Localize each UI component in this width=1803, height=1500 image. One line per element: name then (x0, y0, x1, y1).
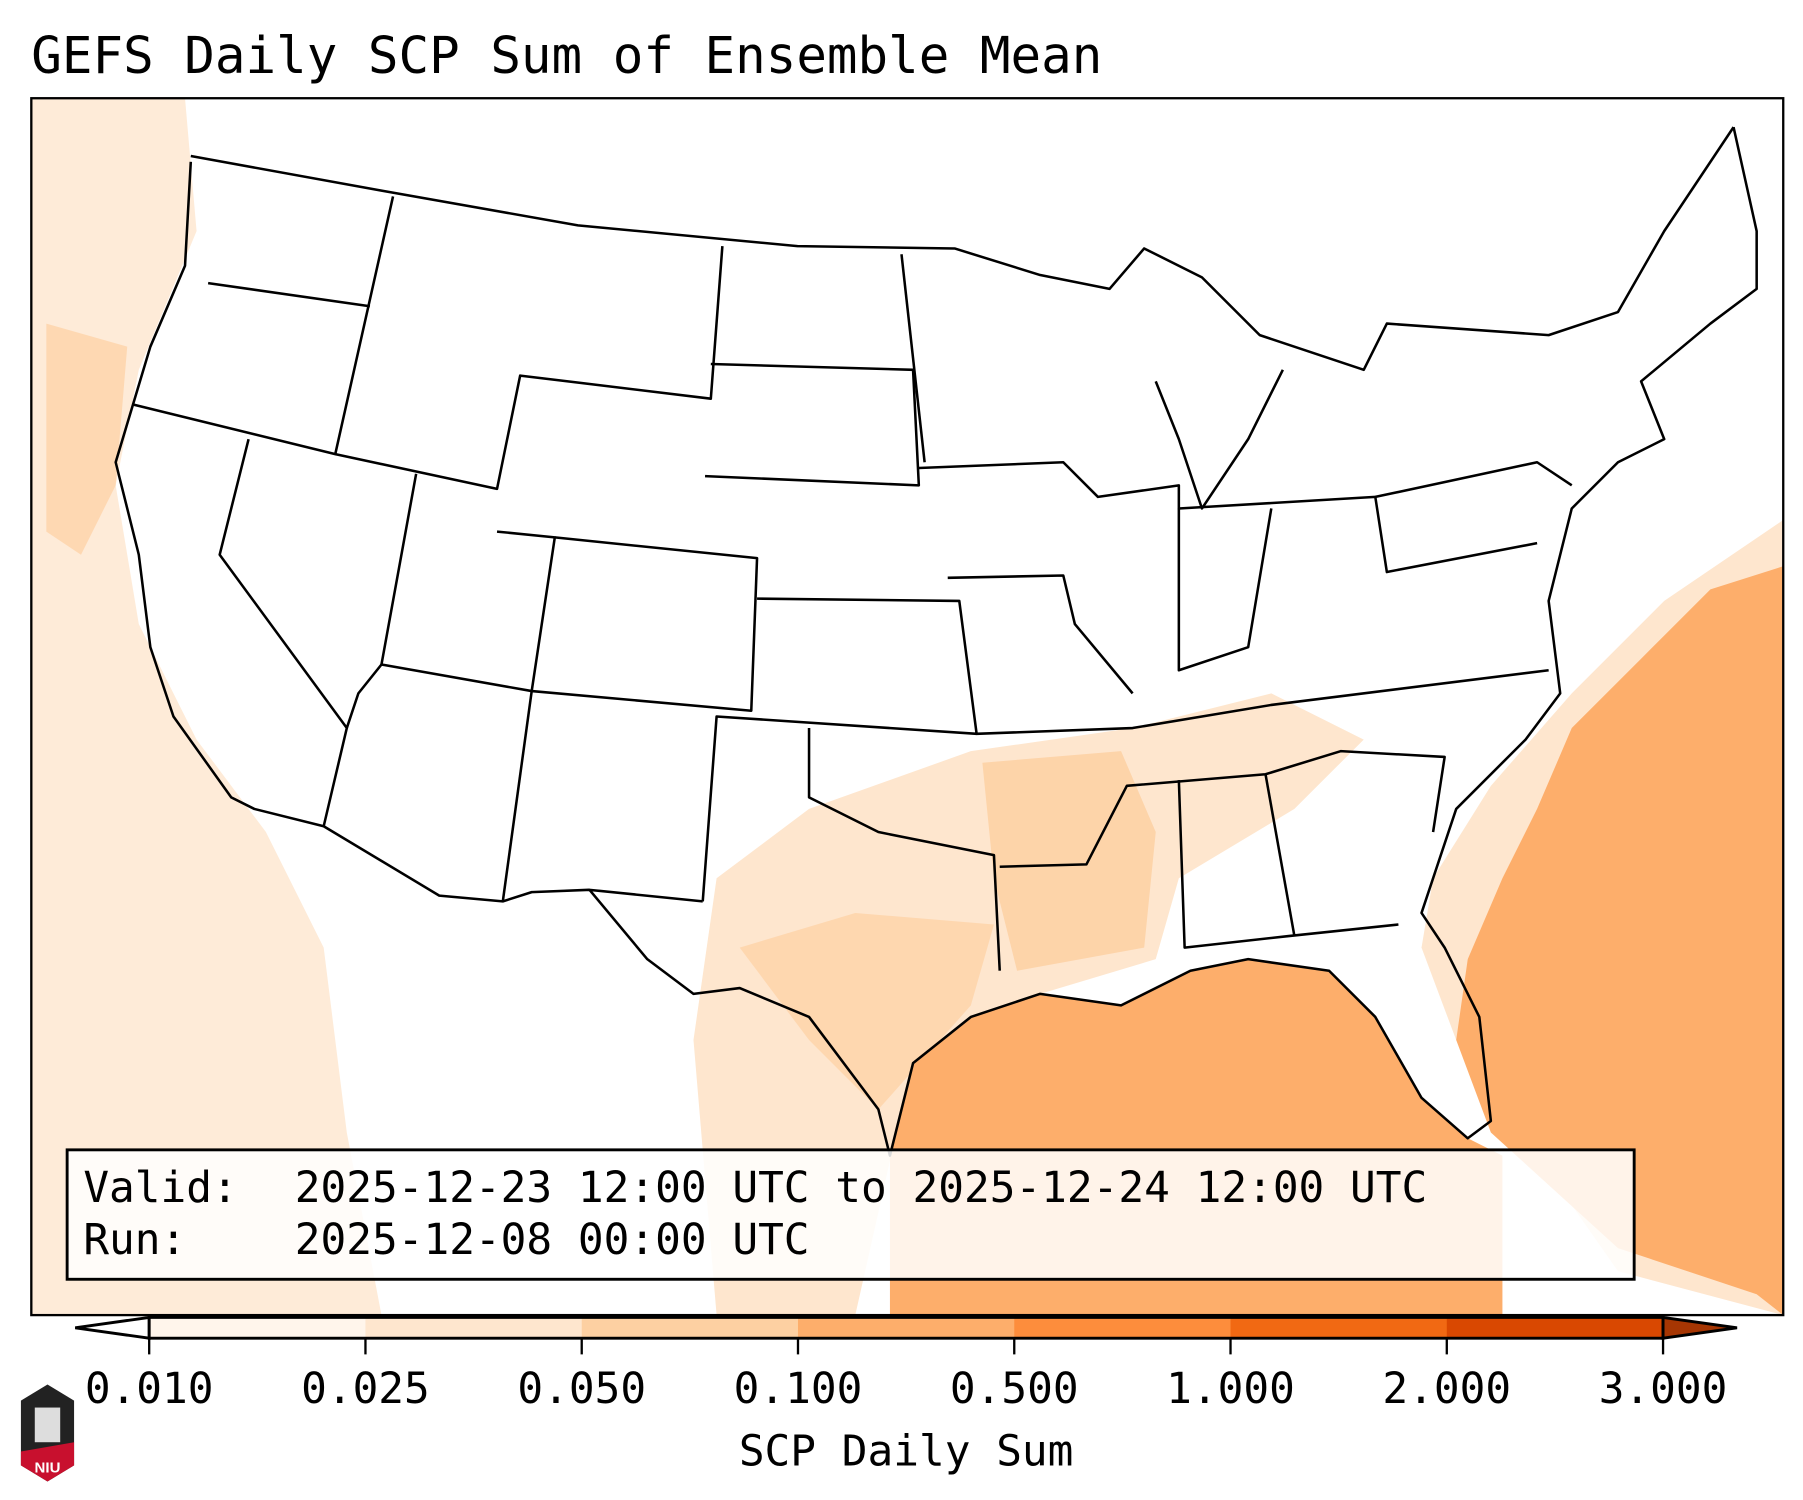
building-icon (34, 1407, 61, 1443)
info-box: Valid: 2025-12-23 12:00 UTC to 2025-12-2… (65, 1148, 1636, 1281)
colorbar-segment (1446, 1317, 1664, 1339)
run-value: 2025-12-08 00:00 UTC (295, 1215, 810, 1265)
map-frame (30, 97, 1785, 1317)
valid-value: 2025-12-23 12:00 UTC to 2025-12-24 12:00… (295, 1163, 1427, 1213)
colorbar-tick-label: 3.000 (1599, 1364, 1728, 1414)
colorbar-outline (147, 1315, 1665, 1340)
logo-text: NIU (35, 1459, 61, 1476)
shading-midsouth (982, 751, 1156, 971)
shading-pacific-strong (46, 323, 128, 555)
colorbar-tick-label: 1.000 (1166, 1364, 1295, 1414)
map-area (30, 97, 1785, 1317)
colorbar: 0.010 0.025 0.050 0.100 0.500 1.000 2.000 3.000 (75, 1315, 1738, 1414)
valid-label: Valid: (83, 1163, 237, 1213)
colorbar-segment (149, 1317, 367, 1339)
colorbar-under-extension (75, 1315, 151, 1340)
colorbar-label: SCP Daily Sum (739, 1426, 1074, 1476)
shading-texas (739, 912, 994, 1110)
shading-atlantic (1456, 566, 1784, 1316)
colorbar-segment (365, 1317, 583, 1339)
colorbar-tick-label: 0.050 (517, 1364, 646, 1414)
colorbar-segment (1014, 1317, 1232, 1339)
state-borders (114, 126, 1758, 1157)
run-label: Run: (83, 1215, 186, 1265)
colorbar-segment (581, 1317, 799, 1339)
colorbar-tick-label: 0.025 (301, 1364, 430, 1414)
colorbar-tick-label: 2.000 (1382, 1364, 1511, 1414)
colorbar-tick-label: 0.100 (734, 1364, 863, 1414)
map-title: GEFS Daily SCP Sum of Ensemble Mean (31, 26, 1102, 85)
colorbar-segment (1230, 1317, 1448, 1339)
colorbar-over-extension (1661, 1315, 1738, 1340)
colorbar-segment (797, 1317, 1015, 1339)
colorbar-tick-label: 0.010 (85, 1364, 214, 1414)
niu-logo: NIU (20, 1384, 75, 1482)
colorbar-tick-label: 0.500 (950, 1364, 1079, 1414)
